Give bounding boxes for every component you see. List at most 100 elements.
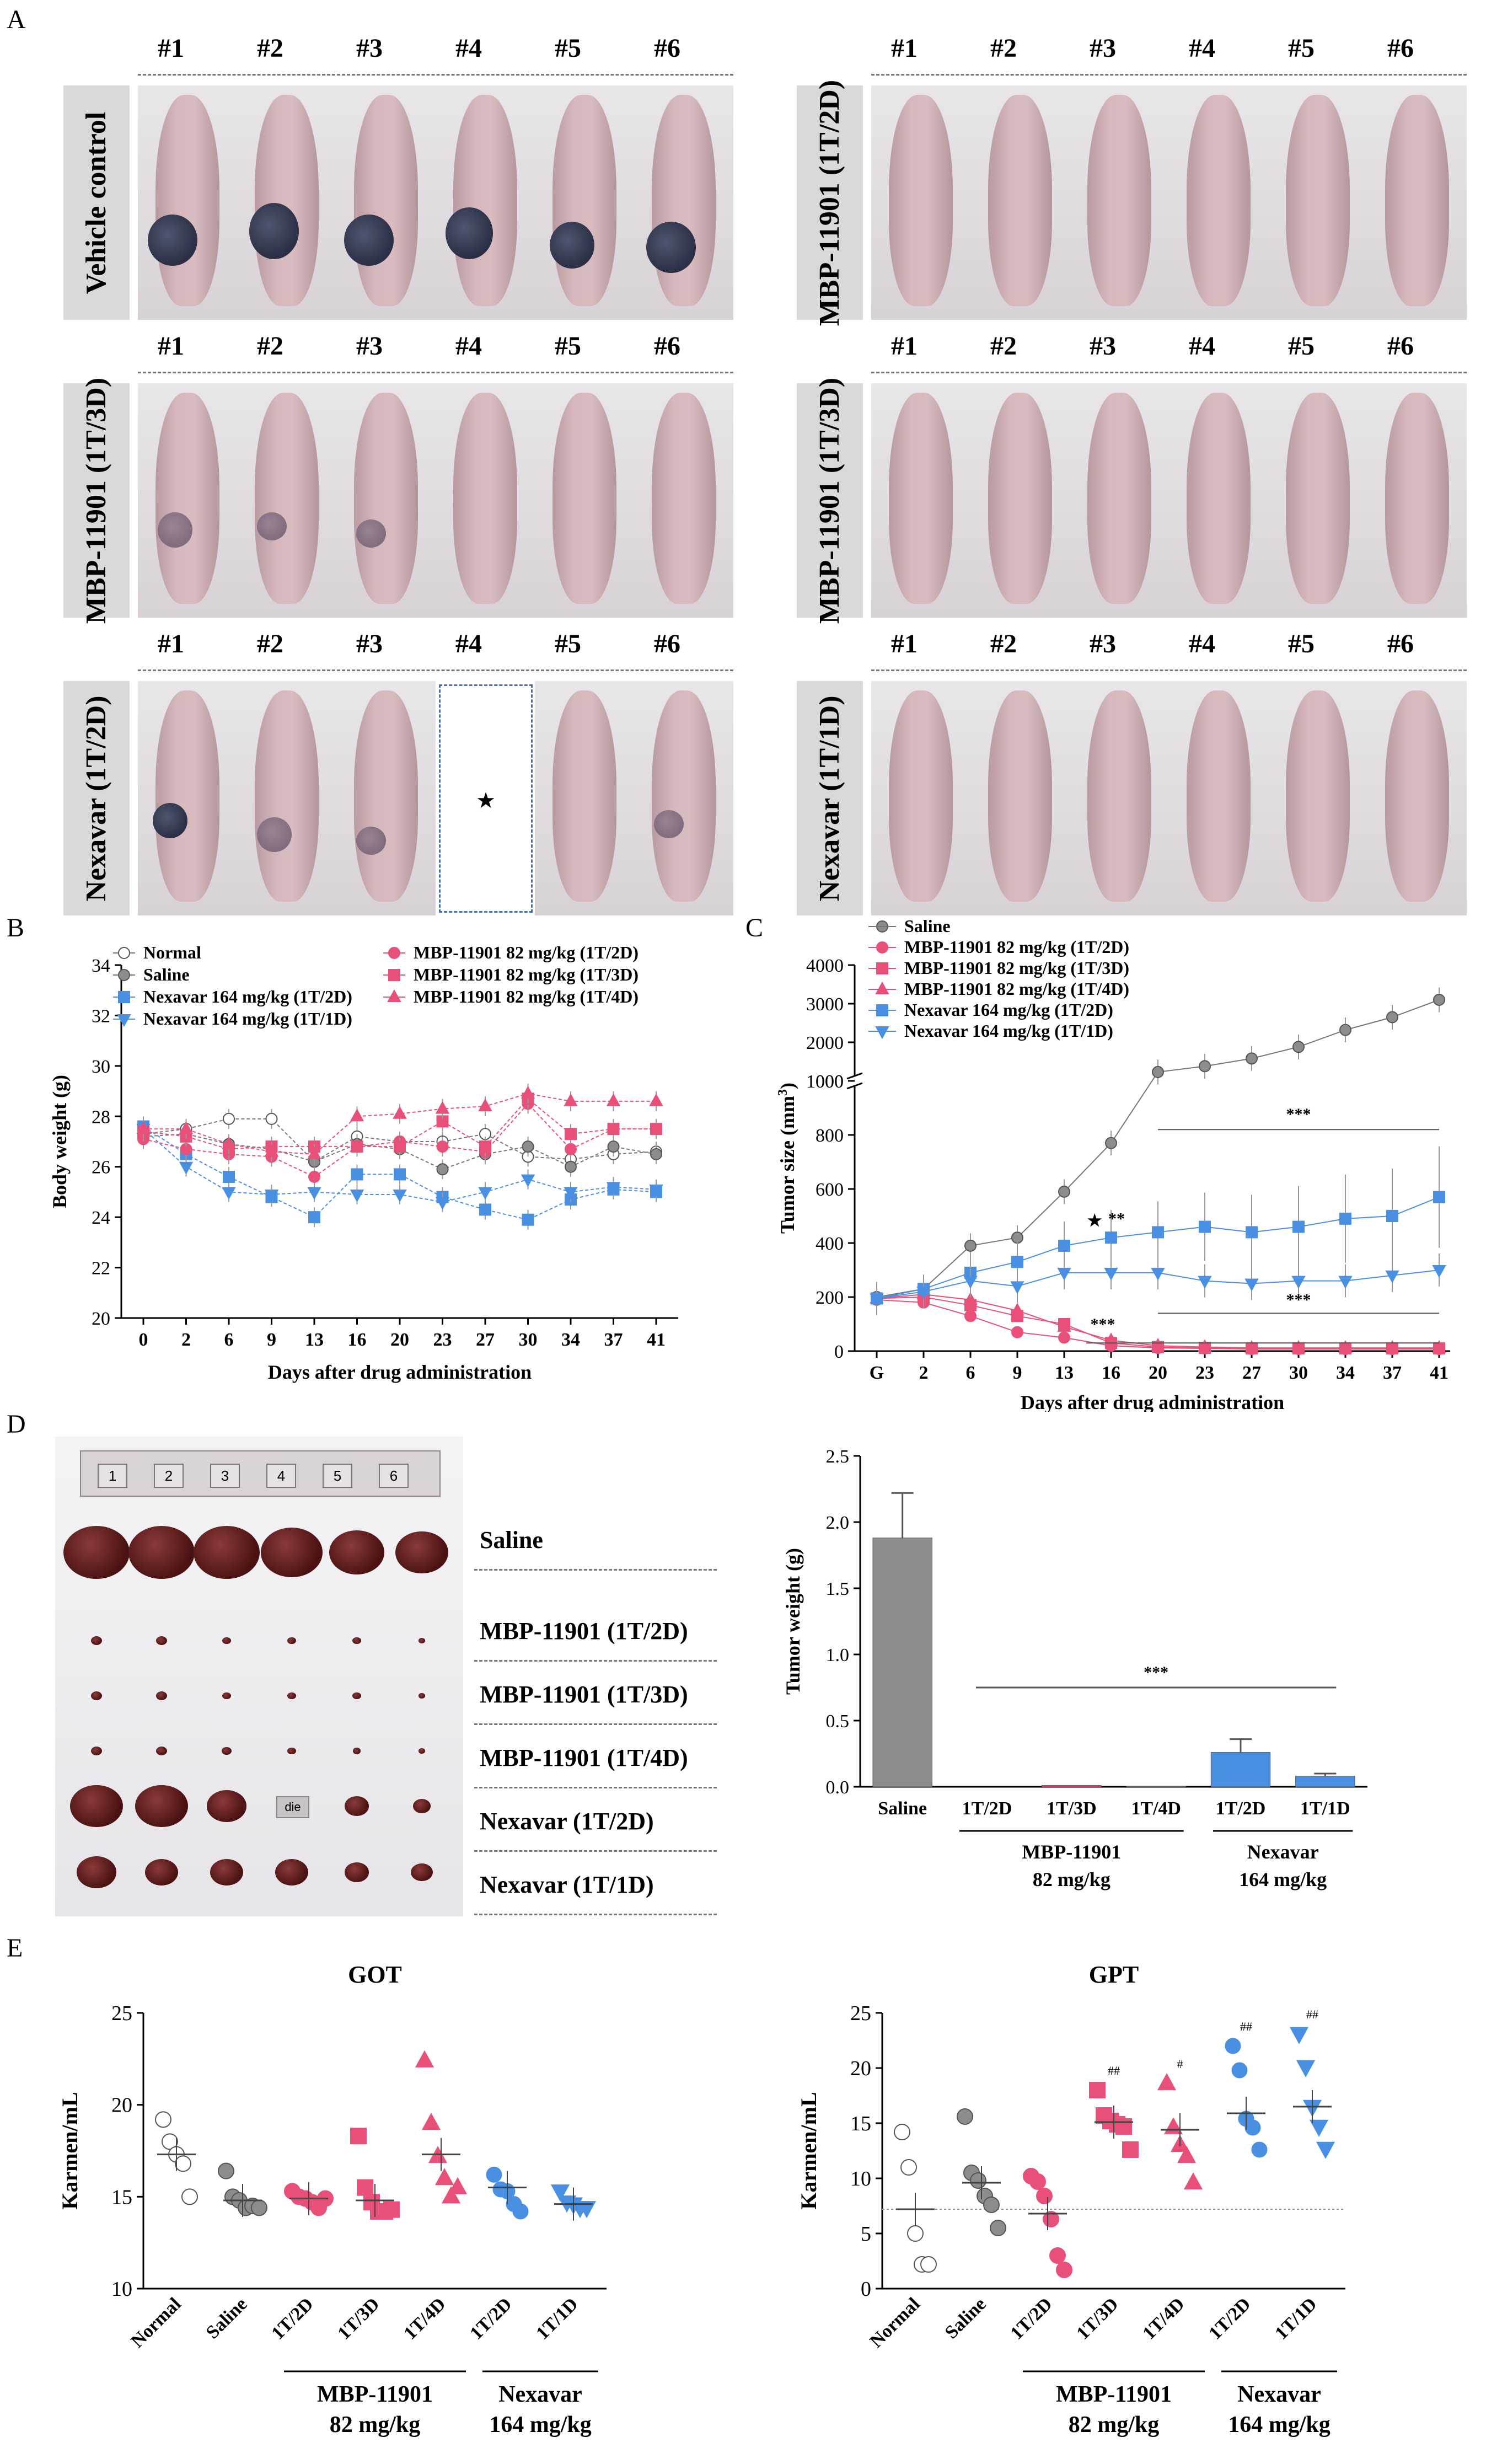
mouse-photo xyxy=(1070,383,1171,618)
mouse-number: #6 xyxy=(654,331,680,361)
tumor-specimen xyxy=(91,1636,102,1645)
y-tick-label: 1000 xyxy=(806,1072,844,1092)
group-label: Vehicle control xyxy=(81,111,112,294)
y-tick-label: 2.5 xyxy=(826,1447,850,1467)
data-point xyxy=(1231,2062,1248,2079)
chart-title: GPT xyxy=(1089,1961,1139,1988)
x-tick-label: Normal xyxy=(127,2294,185,2351)
data-point xyxy=(1151,1267,1165,1281)
mouse-number: #1 xyxy=(158,34,184,63)
panel-label-d: D xyxy=(7,1410,26,1439)
data-point xyxy=(436,1163,449,1176)
x-tick-label: Saline xyxy=(202,2294,251,2343)
die-label: die xyxy=(276,1796,309,1818)
gpt-chart: GPT 0 5 10 15 20 25 Karmen/mL Normal Saline 1T/2D 1… xyxy=(796,1961,1345,2438)
y-tick-label: 1000 xyxy=(806,1072,844,1092)
y-tick-label: 10 xyxy=(850,2167,871,2190)
mouse-body xyxy=(155,393,219,604)
mouse-photo xyxy=(1367,681,1468,915)
data-point xyxy=(916,1287,931,1300)
mouse-photo xyxy=(1169,383,1270,618)
group-label: Nexavar xyxy=(498,2382,582,2407)
data-point xyxy=(1244,1340,1259,1353)
data-point xyxy=(1338,1340,1353,1353)
data-point xyxy=(1049,2247,1066,2264)
panel-label-b: B xyxy=(7,913,25,942)
data-point xyxy=(1056,2262,1072,2278)
data-point xyxy=(907,2225,924,2242)
mouse-photo xyxy=(336,85,437,320)
group-panel: #1 #2 #3 #4 #5 #6 Vehicle control xyxy=(55,33,739,320)
data-point xyxy=(1089,2082,1106,2098)
header-divider xyxy=(138,669,733,671)
mouse-photo xyxy=(970,85,1071,320)
x-tick-label: 1T/4D xyxy=(400,2294,449,2343)
data-point xyxy=(649,1093,663,1106)
header-divider xyxy=(138,74,733,76)
mouse-body xyxy=(1385,95,1449,306)
data-point xyxy=(1339,1212,1351,1225)
data-point xyxy=(607,1140,620,1153)
mouse-photo xyxy=(336,383,437,618)
group-panel: #1 #2 #3 #4 #5 #6 Nexavar (1T/2D) ★ xyxy=(55,629,739,915)
mouse-photo xyxy=(1070,681,1171,915)
tumor-specimen xyxy=(287,1747,296,1755)
tumor-specimen xyxy=(156,1747,167,1755)
mouse-number: #4 xyxy=(455,331,482,361)
mouse-body xyxy=(552,690,616,902)
mouse-body xyxy=(255,690,319,902)
tumor-specimen xyxy=(77,1856,116,1888)
mouse-body xyxy=(155,95,219,306)
x-tick-label: G xyxy=(870,1363,884,1383)
y-axis-title: Tumor weight (g) xyxy=(782,1548,804,1695)
mouse-photo-strip xyxy=(138,383,735,618)
data-point xyxy=(650,1148,662,1160)
mouse-body xyxy=(255,95,319,306)
data-point xyxy=(565,1160,577,1173)
legend-marker xyxy=(118,991,130,1003)
data-point xyxy=(1010,1303,1024,1316)
data-point xyxy=(1385,1340,1399,1353)
y-axis-title: Tumor size (mm3) xyxy=(776,1083,798,1234)
data-point xyxy=(1244,2119,1261,2136)
mouse-body xyxy=(652,95,716,306)
y-tick-label: 25 xyxy=(850,2002,871,2025)
x-tick-label: 9 xyxy=(1013,1363,1022,1383)
data-point xyxy=(1163,2117,1183,2135)
mouse-body xyxy=(889,95,953,306)
ruler: 1 2 3 4 5 6 xyxy=(80,1450,441,1497)
group-label-box: MBP-11901 (1T/2D) xyxy=(797,79,863,326)
legend-marker xyxy=(388,969,400,981)
tumor-specimen xyxy=(156,1691,167,1700)
y-tick-label: 400 xyxy=(816,1234,844,1254)
legend-marker xyxy=(388,947,400,959)
mouse-number: #3 xyxy=(356,331,383,361)
tumor-mass xyxy=(249,202,299,259)
row-divider xyxy=(474,1660,717,1662)
data-point xyxy=(1386,1011,1398,1024)
data-point xyxy=(1199,1060,1211,1073)
x-tick-label: 1T/3D xyxy=(1072,2294,1122,2343)
tumor-specimen xyxy=(395,1531,448,1574)
mouse-number: #4 xyxy=(1189,629,1215,658)
mouse-body xyxy=(552,393,616,604)
data-point xyxy=(1292,1220,1305,1233)
data-point xyxy=(1385,1270,1399,1283)
data-point xyxy=(522,1213,534,1226)
legend-marker xyxy=(117,1014,131,1027)
y-tick-label: 30 xyxy=(92,1057,110,1077)
mouse-number: #5 xyxy=(555,34,581,63)
tumor-specimen xyxy=(413,1799,431,1813)
mouse-number: #5 xyxy=(555,629,581,658)
mouse-number: #2 xyxy=(257,629,283,658)
data-point xyxy=(607,1123,620,1135)
mouse-number: #3 xyxy=(356,34,383,63)
data-point xyxy=(565,1143,577,1155)
mouse-photo xyxy=(634,681,735,915)
x-tick-label: 6 xyxy=(224,1330,234,1350)
tumor-specimen xyxy=(207,1790,246,1822)
data-point xyxy=(223,1112,235,1125)
data-point xyxy=(479,1140,491,1153)
x-tick-label: 20 xyxy=(1149,1363,1167,1383)
x-tick-label: 20 xyxy=(390,1330,409,1350)
